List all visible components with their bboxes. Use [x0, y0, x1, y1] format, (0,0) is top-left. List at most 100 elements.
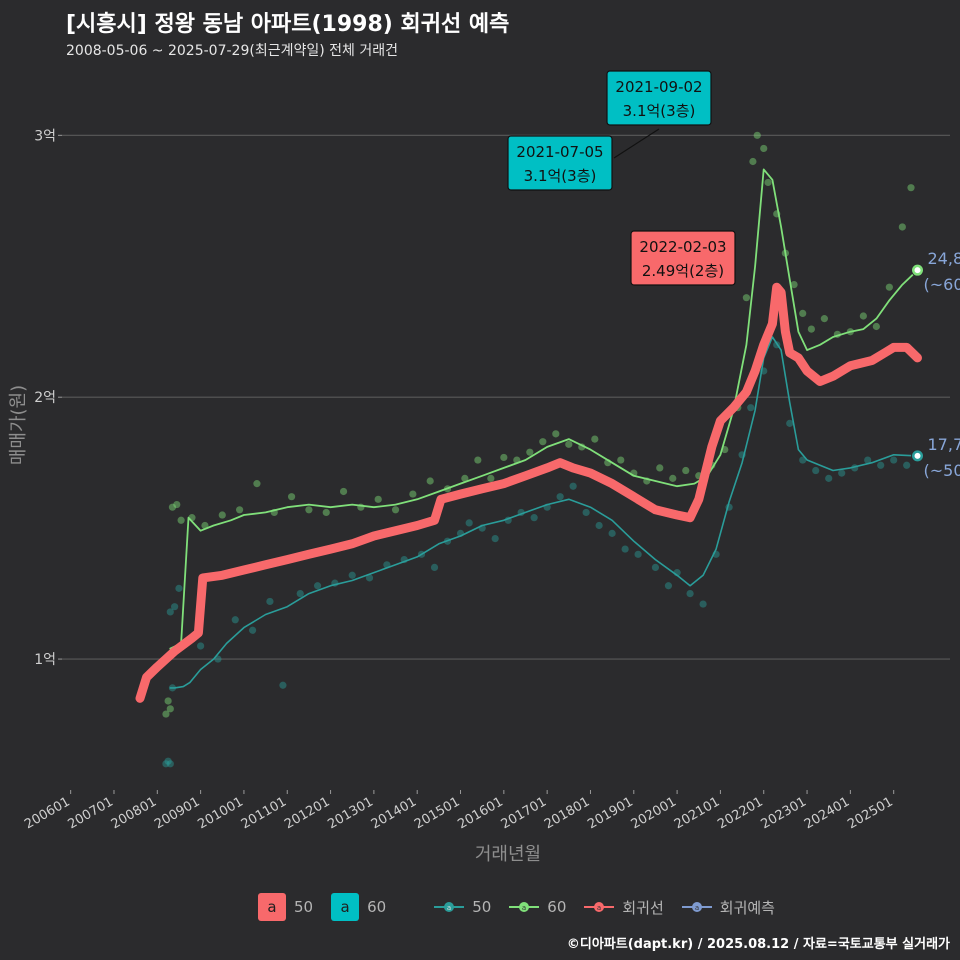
legend-fill-60-label: 60 [367, 898, 387, 916]
x-tick-label: 201301 [325, 794, 375, 832]
point-60 [539, 438, 547, 446]
legend-line-50: a 50 [434, 897, 491, 917]
annotation-date: 2021-09-02 [615, 78, 702, 96]
point-60 [760, 144, 768, 153]
point-50 [162, 760, 170, 768]
point-50 [747, 404, 755, 412]
point-50 [786, 419, 794, 427]
point-50 [799, 456, 807, 464]
x-tick-label: 201701 [499, 794, 549, 832]
point-60 [487, 474, 495, 482]
point-50 [569, 482, 577, 490]
legend-line-regression-label: 회귀선 [622, 898, 664, 917]
x-tick-label: 202201 [715, 794, 765, 832]
point-60 [339, 487, 348, 496]
x-tick-label: 202101 [672, 794, 722, 832]
point-60 [790, 280, 798, 289]
x-tick-label: 202301 [759, 794, 809, 832]
x-tick-label: 202501 [845, 794, 895, 832]
point-50 [864, 456, 872, 464]
point-50 [279, 681, 287, 689]
end-area-label: (~50㎡) [924, 461, 960, 480]
series-lines [135, 168, 922, 703]
svg-text:a: a [597, 904, 601, 912]
point-60 [409, 490, 417, 498]
point-50 [530, 514, 538, 522]
chart-subtitle: 2008-05-06 ~ 2025-07-29(최근계약일) 전체 거래건 [66, 43, 398, 59]
end-value-label: 17,759 [928, 435, 960, 454]
y-tick-label: 3억 [34, 128, 56, 144]
point-50 [825, 474, 833, 482]
point-50 [430, 563, 439, 572]
legend-fill-50-swatch: a [258, 893, 286, 921]
point-60 [461, 474, 469, 482]
point-50 [651, 563, 660, 572]
point-60 [617, 456, 625, 464]
x-tick-label: 201901 [585, 794, 635, 832]
point-60 [682, 466, 690, 475]
point-60 [164, 697, 172, 705]
end-area-label: (~60㎡) [924, 275, 960, 294]
annotation-box [507, 135, 613, 191]
x-tick-label: 200801 [109, 794, 159, 832]
point-50 [348, 571, 356, 579]
point-60 [168, 503, 177, 511]
point-60 [253, 480, 261, 488]
chart-title: [시흥시] 정왕 동남 아파트(1998) 회귀선 예측 [66, 12, 510, 37]
legend-line-forecast-icon: a [681, 902, 712, 912]
point-60 [565, 440, 573, 448]
annotation-price: 3.1억(3층) [524, 167, 597, 185]
x-tick-label: 202001 [629, 794, 679, 832]
annotation-price: 2.49억(2층) [642, 262, 724, 280]
point-60 [305, 506, 313, 514]
point-60 [669, 474, 677, 482]
series-line-60 [169, 168, 919, 650]
point-60 [872, 322, 880, 331]
legend-fill-60-swatch: a [331, 893, 360, 921]
legend: a 50 a 60 a 50 a 60 a 회귀선 a 회귀예측 [258, 892, 793, 922]
point-60 [907, 184, 915, 192]
point-60 [236, 506, 244, 514]
point-50 [699, 600, 707, 608]
end-value-label: 24,850 [928, 249, 960, 268]
legend-fill-50-label: 50 [294, 898, 314, 916]
x-tick-label: 200601 [22, 794, 72, 832]
point-50 [491, 535, 499, 543]
x-tick-label: 200901 [152, 794, 202, 832]
legend-fill-60: a 60 [331, 893, 386, 921]
legend-line-forecast: a 회귀예측 [681, 897, 775, 918]
point-50 [175, 584, 183, 592]
legend-fill-50: a 50 [258, 893, 313, 921]
point-60 [177, 516, 185, 524]
point-50 [838, 469, 846, 477]
end-marker-dot-50 [914, 452, 921, 459]
point-60 [374, 495, 382, 503]
x-tick-label: 201101 [239, 794, 289, 832]
grid-lines [62, 134, 950, 660]
end-marker-dot-60 [914, 267, 921, 274]
point-50 [164, 757, 172, 765]
x-tick-label: 201401 [369, 794, 419, 832]
legend-line-50-icon: a [434, 902, 465, 912]
point-50 [608, 529, 616, 537]
point-60 [753, 131, 761, 139]
point-60 [287, 493, 296, 501]
point-50 [621, 545, 629, 553]
point-60 [173, 500, 181, 509]
point-50 [465, 519, 473, 527]
point-50 [365, 574, 374, 582]
point-50 [197, 642, 205, 650]
series-line-회귀선 [135, 282, 922, 703]
point-60 [218, 511, 226, 519]
annotation-date: 2022-02-03 [639, 238, 726, 256]
legend-line-forecast-label: 회귀예측 [719, 898, 775, 917]
annotation-price: 3.1억(3층) [623, 102, 696, 120]
point-60 [391, 506, 400, 514]
legend-line-60: a 60 [509, 897, 566, 917]
point-50 [266, 597, 274, 606]
point-50 [313, 582, 322, 590]
point-60 [426, 477, 434, 485]
point-50 [556, 493, 564, 501]
legend-line-regression-icon: a [584, 902, 615, 912]
point-60 [807, 325, 815, 333]
